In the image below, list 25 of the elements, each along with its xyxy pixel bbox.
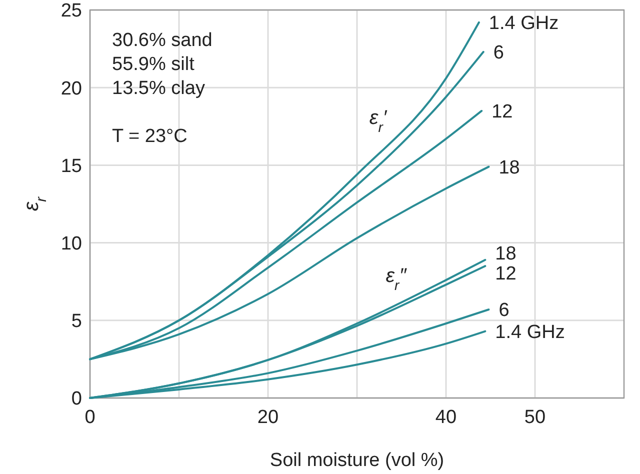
x-tick-label: 20 — [257, 407, 279, 428]
series-label: 1.4 GHz — [495, 322, 565, 343]
series-label: 12 — [495, 264, 516, 285]
y-tick-label: 20 — [60, 78, 82, 100]
series-label: 12 — [492, 102, 513, 123]
x-tick-label: 50 — [524, 407, 546, 428]
x-tick-label: 40 — [435, 407, 457, 428]
y-tick-label: 25 — [60, 0, 82, 22]
y-tick-label: 15 — [60, 156, 82, 177]
annotation: 30.6% sand — [112, 30, 212, 51]
series-label: 18 — [498, 157, 520, 178]
x-tick-label: 0 — [84, 407, 96, 428]
series-label: 18 — [495, 244, 516, 265]
series-label: 6 — [493, 42, 504, 64]
y-tick-label: 5 — [71, 311, 82, 332]
annotation: ε$_{r}$′ — [369, 107, 388, 135]
y-tick-label: 10 — [60, 233, 82, 254]
y-tick-label: 0 — [71, 388, 82, 410]
x-axis-title: Soil moisture (vol %) — [270, 450, 444, 471]
annotation: 55.9% silt — [112, 54, 196, 75]
series-label: 1.4 GHz — [488, 13, 559, 34]
series-label: 6 — [498, 300, 510, 322]
annotation: 13.5% clay — [112, 78, 206, 99]
annotation: ε$_{r}$″ — [386, 265, 408, 293]
annotation: T = 23°C — [112, 126, 188, 147]
